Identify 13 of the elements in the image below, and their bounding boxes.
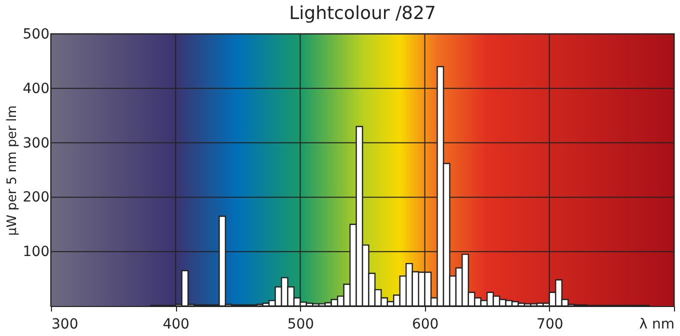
y-tick-label: 400 [22, 80, 50, 97]
chart-title: Lightcolour /827 [289, 3, 436, 24]
y-axis-title: µW per 5 nm per lm [4, 105, 20, 236]
x-tick-label: 500 [287, 316, 314, 332]
y-tick-label: 200 [22, 190, 50, 206]
x-tick-label: 600 [412, 316, 439, 332]
x-tick-label: 400 [162, 316, 190, 332]
x-tick-label: 700 [536, 316, 564, 332]
x-tick-label: 300 [52, 316, 78, 332]
y-tick-label: 100 [22, 244, 50, 260]
x-tick-label: λ nm [639, 316, 674, 332]
y-tick-label: 500 [22, 26, 50, 42]
y-tick-label: 300 [22, 135, 50, 152]
